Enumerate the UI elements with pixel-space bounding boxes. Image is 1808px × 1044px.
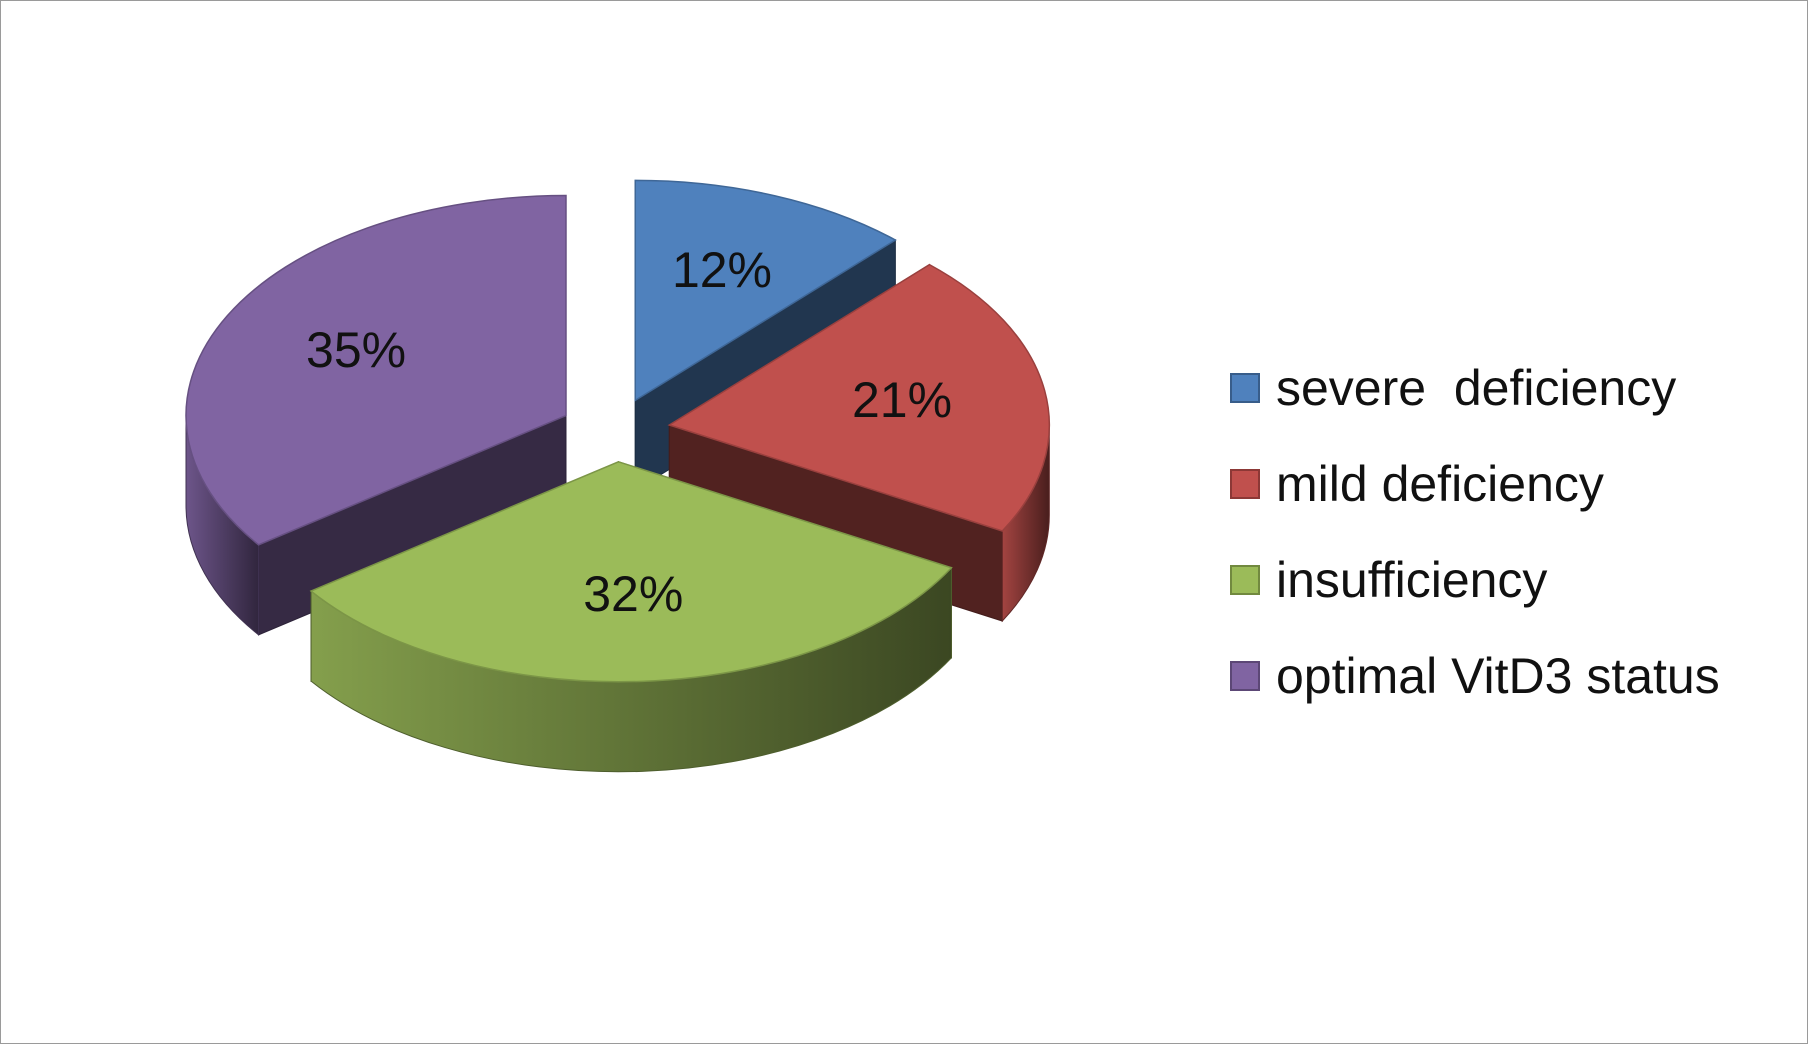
legend-item-insufficiency: insufficiency [1230,532,1790,628]
legend-label: optimal VitD3 status [1276,648,1720,704]
data-label-mild-deficiency: 21% [852,372,952,428]
data-label-optimal-vitd3-status: 35% [306,322,406,378]
legend-label: severe deficiency [1276,360,1677,416]
data-label-severe-deficiency: 12% [672,242,772,298]
legend-item-optimal-vitd3-status: optimal VitD3 status [1230,628,1790,724]
pie-slice-insufficiency [309,460,953,683]
data-label-insufficiency: 32% [583,566,683,622]
legend-label: mild deficiency [1276,456,1604,512]
pie-slice-severe-deficiency [634,179,897,402]
pie-slice-optimal-vitd3-status [185,194,567,546]
legend: severe deficiency mild deficiency insuff… [1230,340,1790,724]
legend-item-severe-deficiency: severe deficiency [1230,340,1790,436]
legend-item-mild-deficiency: mild deficiency [1230,436,1790,532]
pie-slice-mild-deficiency [667,263,1051,532]
legend-swatch [1230,565,1260,595]
legend-label: insufficiency [1276,552,1548,608]
legend-swatch [1230,373,1260,403]
legend-swatch [1230,661,1260,691]
legend-swatch [1230,469,1260,499]
